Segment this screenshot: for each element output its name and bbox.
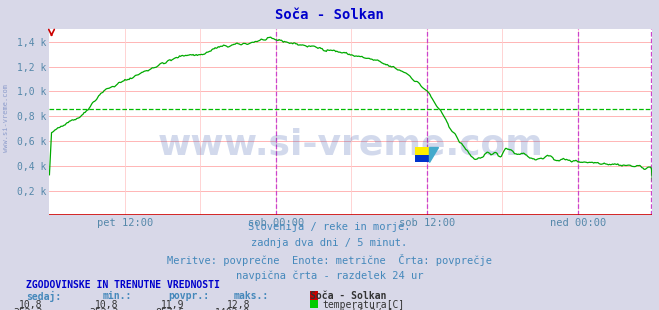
Text: 10,8: 10,8 — [95, 300, 119, 310]
Text: 12,8: 12,8 — [227, 300, 250, 310]
Bar — [415, 155, 429, 162]
Text: Soča - Solkan: Soča - Solkan — [310, 291, 386, 301]
Text: 352,3: 352,3 — [89, 308, 119, 310]
Text: www.si-vreme.com: www.si-vreme.com — [3, 84, 9, 152]
Text: www.si-vreme.com: www.si-vreme.com — [158, 128, 544, 162]
Text: 11,9: 11,9 — [161, 300, 185, 310]
Text: 10,8: 10,8 — [19, 300, 43, 310]
Text: navpična črta - razdelek 24 ur: navpična črta - razdelek 24 ur — [236, 270, 423, 281]
Bar — [415, 147, 429, 155]
Text: Meritve: povprečne  Enote: metrične  Črta: povprečje: Meritve: povprečne Enote: metrične Črta:… — [167, 254, 492, 266]
Text: temperatura[C]: temperatura[C] — [323, 300, 405, 310]
Text: 352,3: 352,3 — [13, 308, 43, 310]
Text: maks.:: maks.: — [234, 291, 269, 301]
Text: sedaj:: sedaj: — [26, 291, 61, 303]
Polygon shape — [429, 147, 438, 162]
Text: 1402,0: 1402,0 — [215, 308, 250, 310]
Text: 857,5: 857,5 — [155, 308, 185, 310]
Text: Soča - Solkan: Soča - Solkan — [275, 8, 384, 22]
Text: Slovenija / reke in morje.: Slovenija / reke in morje. — [248, 222, 411, 232]
Text: min.:: min.: — [102, 291, 132, 301]
Text: pretok[m3/s]: pretok[m3/s] — [323, 308, 393, 310]
Text: zadnja dva dni / 5 minut.: zadnja dva dni / 5 minut. — [251, 238, 408, 248]
Text: ZGODOVINSKE IN TRENUTNE VREDNOSTI: ZGODOVINSKE IN TRENUTNE VREDNOSTI — [26, 280, 220, 290]
Text: povpr.:: povpr.: — [168, 291, 209, 301]
